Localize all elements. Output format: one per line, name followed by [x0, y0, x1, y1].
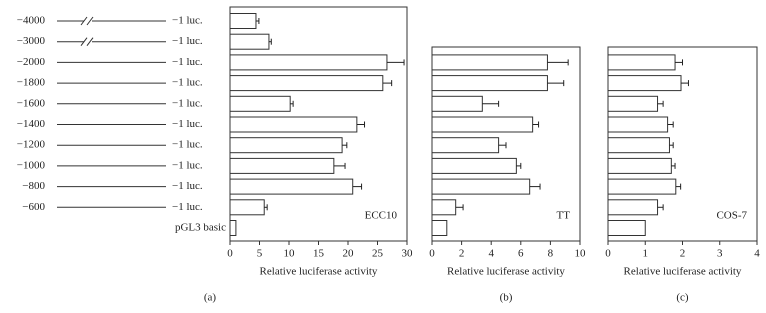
construct-end-label: −1 luc.	[172, 201, 203, 213]
bar	[607, 220, 646, 236]
x-tick-label: 5	[257, 248, 263, 260]
bar	[229, 75, 384, 92]
construct-end-label: −1 luc.	[172, 35, 203, 47]
x-axis-label: Relative luciferase activity	[260, 266, 378, 278]
annotation: TT	[557, 210, 571, 222]
bar	[229, 33, 270, 50]
construct-label: −2000	[17, 56, 46, 68]
construct-label: −1400	[17, 118, 46, 130]
bar	[431, 157, 517, 174]
x-tick-label: 15	[313, 248, 325, 260]
construct-end-label: −1 luc.	[172, 56, 203, 68]
bar	[607, 75, 682, 92]
break-mark	[80, 16, 88, 26]
bar	[229, 13, 257, 29]
construct-end-label: −1 luc.	[172, 77, 203, 89]
x-axis-label: Relative luciferase activity	[624, 266, 742, 278]
construct-end-label: −1 luc.	[172, 97, 203, 109]
x-tick-label: 0	[227, 248, 233, 260]
x-tick-label: 10	[284, 248, 296, 260]
bar	[229, 157, 335, 174]
break-mark	[80, 37, 88, 47]
bar	[431, 220, 448, 236]
x-tick-label: 2	[459, 248, 465, 260]
construct-end-label: −1 luc.	[172, 15, 203, 27]
bar	[607, 178, 677, 195]
bar	[431, 116, 534, 133]
construct-label: −800	[22, 180, 45, 192]
bar	[229, 95, 291, 112]
bar	[431, 137, 500, 154]
construct-end-label: −1 luc.	[172, 180, 203, 192]
bar	[431, 199, 457, 216]
construct-label: pGL3 basic	[175, 222, 226, 234]
break-mark	[86, 16, 94, 26]
panel-label: (a)	[204, 292, 217, 304]
break-mark	[86, 37, 94, 47]
construct-label: −1000	[17, 159, 46, 171]
bar	[229, 220, 237, 236]
x-tick-label: 25	[372, 248, 384, 260]
bar	[607, 54, 676, 71]
bar	[607, 116, 669, 133]
bar	[229, 178, 354, 195]
x-tick-label: 0	[605, 248, 611, 260]
x-tick-label: 30	[402, 248, 414, 260]
bar	[431, 75, 548, 92]
bar	[229, 116, 358, 133]
bar	[607, 199, 659, 216]
x-tick-label: 1	[643, 248, 649, 260]
x-tick-label: 2	[680, 248, 686, 260]
bar	[431, 95, 483, 112]
x-tick-label: 10	[575, 248, 587, 260]
panel-label: (b)	[500, 292, 513, 304]
x-tick-label: 0	[429, 248, 435, 260]
x-tick-label: 8	[548, 248, 554, 260]
bar	[431, 54, 548, 71]
bar	[431, 178, 531, 195]
construct-end-label: −1 luc.	[172, 159, 203, 171]
bar	[607, 137, 670, 154]
annotation: ECC10	[365, 210, 398, 222]
x-tick-label: 3	[717, 248, 723, 260]
break-gap	[84, 38, 92, 45]
construct-label: −4000	[17, 15, 46, 27]
construct-end-label: −1 luc.	[172, 139, 203, 151]
construct-label: −600	[22, 201, 45, 213]
construct-label: −1200	[17, 139, 46, 151]
x-tick-label: 4	[488, 248, 494, 260]
construct-label: −1800	[17, 77, 46, 89]
x-tick-label: 6	[518, 248, 524, 260]
panel-label: (c)	[676, 292, 689, 304]
bar	[607, 157, 672, 174]
bar	[229, 137, 343, 154]
bar	[607, 95, 659, 112]
bar	[229, 199, 265, 216]
x-axis-label: Relative luciferase activity	[447, 266, 565, 278]
construct-end-label: −1 luc.	[172, 118, 203, 130]
annotation: COS-7	[716, 210, 747, 222]
construct-label: −3000	[17, 35, 46, 47]
break-gap	[84, 18, 92, 24]
bar	[229, 54, 388, 71]
x-tick-label: 20	[343, 248, 355, 260]
construct-label: −1600	[17, 97, 46, 109]
x-tick-label: 4	[754, 248, 760, 260]
